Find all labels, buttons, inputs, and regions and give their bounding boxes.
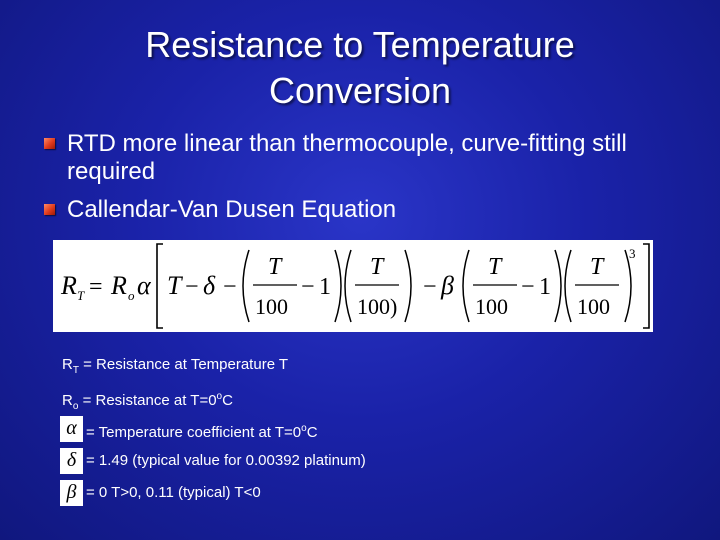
eq-alpha: α xyxy=(137,271,152,300)
def-var: R xyxy=(62,356,73,373)
slide-title: Resistance to Temperature Conversion xyxy=(145,24,575,111)
paren-open xyxy=(564,249,572,323)
eq-100: 100 xyxy=(475,294,508,319)
eq-T: T xyxy=(167,271,183,300)
eq-100: 100 xyxy=(577,294,610,319)
alpha-symbol: α xyxy=(60,416,83,442)
def-var: R xyxy=(62,392,73,409)
paren-close xyxy=(404,249,412,323)
paren-close xyxy=(624,249,632,323)
eq-delta: δ xyxy=(203,271,216,300)
paren-open xyxy=(344,249,352,323)
eq-beta: β xyxy=(440,271,454,300)
bullet-item: RTD more linear than thermocouple, curve… xyxy=(44,130,684,186)
def-text: = 0 T>0, 0.11 (typical) T<0 xyxy=(86,484,261,501)
bullet-square-icon xyxy=(44,138,55,149)
eq-R: R xyxy=(60,271,77,300)
eq-T: T xyxy=(268,254,283,280)
delta-symbol: δ xyxy=(60,448,83,474)
eq-100-paren: 100) xyxy=(357,294,397,319)
left-bracket xyxy=(156,243,163,329)
paren-open xyxy=(462,249,470,323)
paren-close xyxy=(334,249,342,323)
eq-o-sub: o xyxy=(128,288,135,303)
bullet-item: Callendar-Van Dusen Equation xyxy=(44,196,684,224)
eq-T: T xyxy=(590,254,605,280)
eq-Ro: R xyxy=(110,271,127,300)
degree-sup: o xyxy=(301,423,307,434)
def-text: = Resistance at T=0 xyxy=(78,392,217,409)
def-unit: C xyxy=(222,392,233,409)
eq-minus: − xyxy=(301,274,315,300)
eq-minus: − xyxy=(223,274,237,300)
bullet-square-icon xyxy=(44,204,55,215)
def-text: = 1.49 (typical value for 0.00392 platin… xyxy=(86,452,366,469)
eq-minus: − xyxy=(423,274,437,300)
def-text: = Resistance at Temperature T xyxy=(78,356,289,373)
bullet-text: RTD more linear than thermocouple, curve… xyxy=(67,130,627,185)
eq-1: 1 xyxy=(539,274,551,300)
paren-open xyxy=(242,249,250,323)
eq-T-sub: T xyxy=(77,288,85,303)
def-var-sub: T xyxy=(72,365,79,376)
eq-1: 1 xyxy=(319,274,331,300)
beta-symbol: β xyxy=(60,480,83,506)
eq-equals: = xyxy=(89,274,103,300)
eq-100: 100 xyxy=(255,294,288,319)
paren-close xyxy=(554,249,562,323)
def-unit: C xyxy=(306,424,318,441)
eq-minus: − xyxy=(521,274,535,300)
right-bracket xyxy=(643,243,650,329)
callendar-van-dusen-equation: R T = R o α T − δ − T 100 − 1 T 100) − β… xyxy=(53,240,653,332)
bullet-list: RTD more linear than thermocouple, curve… xyxy=(44,130,684,234)
eq-T: T xyxy=(370,254,385,280)
def-var-sub: o xyxy=(72,401,79,412)
eq-exponent: 3 xyxy=(629,246,636,261)
degree-sup: o xyxy=(216,391,223,402)
def-text: = Temperature coefficient at T=0 xyxy=(86,424,302,441)
bullet-text: Callendar-Van Dusen Equation xyxy=(67,196,397,223)
eq-T: T xyxy=(488,254,503,280)
eq-minus: − xyxy=(185,274,199,300)
